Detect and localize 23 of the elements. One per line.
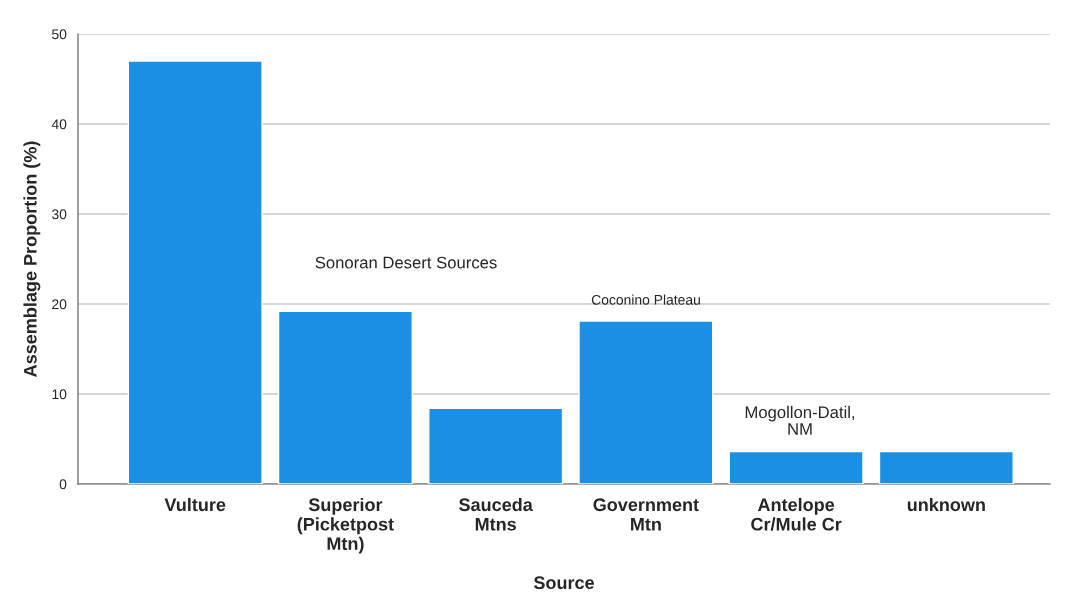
y-tick-label: 50 — [52, 29, 67, 40]
bar — [277, 310, 413, 484]
x-axis-title: Source — [533, 576, 594, 590]
x-tick-label: Antelope Cr/Mule Cr — [751, 497, 842, 531]
x-tick-label: Government Mtn — [593, 498, 699, 531]
x-tick-label: Sauceda Mtns — [459, 497, 533, 531]
x-tick-label: unknown — [907, 497, 985, 512]
annotation: Coconino Plateau — [591, 294, 700, 305]
bar — [728, 450, 864, 484]
y-tick-label: 20 — [52, 299, 67, 310]
x-tick-label: Vulture — [164, 497, 226, 512]
annotation: Sonoran Desert Sources — [315, 256, 497, 269]
y-tick-label: 30 — [51, 209, 67, 220]
bar — [878, 450, 1014, 484]
annotation: Mogollon-Datil, NM — [745, 405, 855, 435]
bar — [127, 60, 263, 484]
x-tick-label: Superior (Picketpost Mtn) — [297, 497, 394, 554]
y-tick-label: 40 — [51, 119, 67, 130]
y-tick-label: 10 — [52, 389, 67, 400]
bar — [578, 320, 714, 484]
bar — [428, 407, 564, 484]
y-axis-title: Assemblage Proportion (%) — [23, 141, 41, 377]
y-tick-label: 0 — [59, 479, 67, 490]
